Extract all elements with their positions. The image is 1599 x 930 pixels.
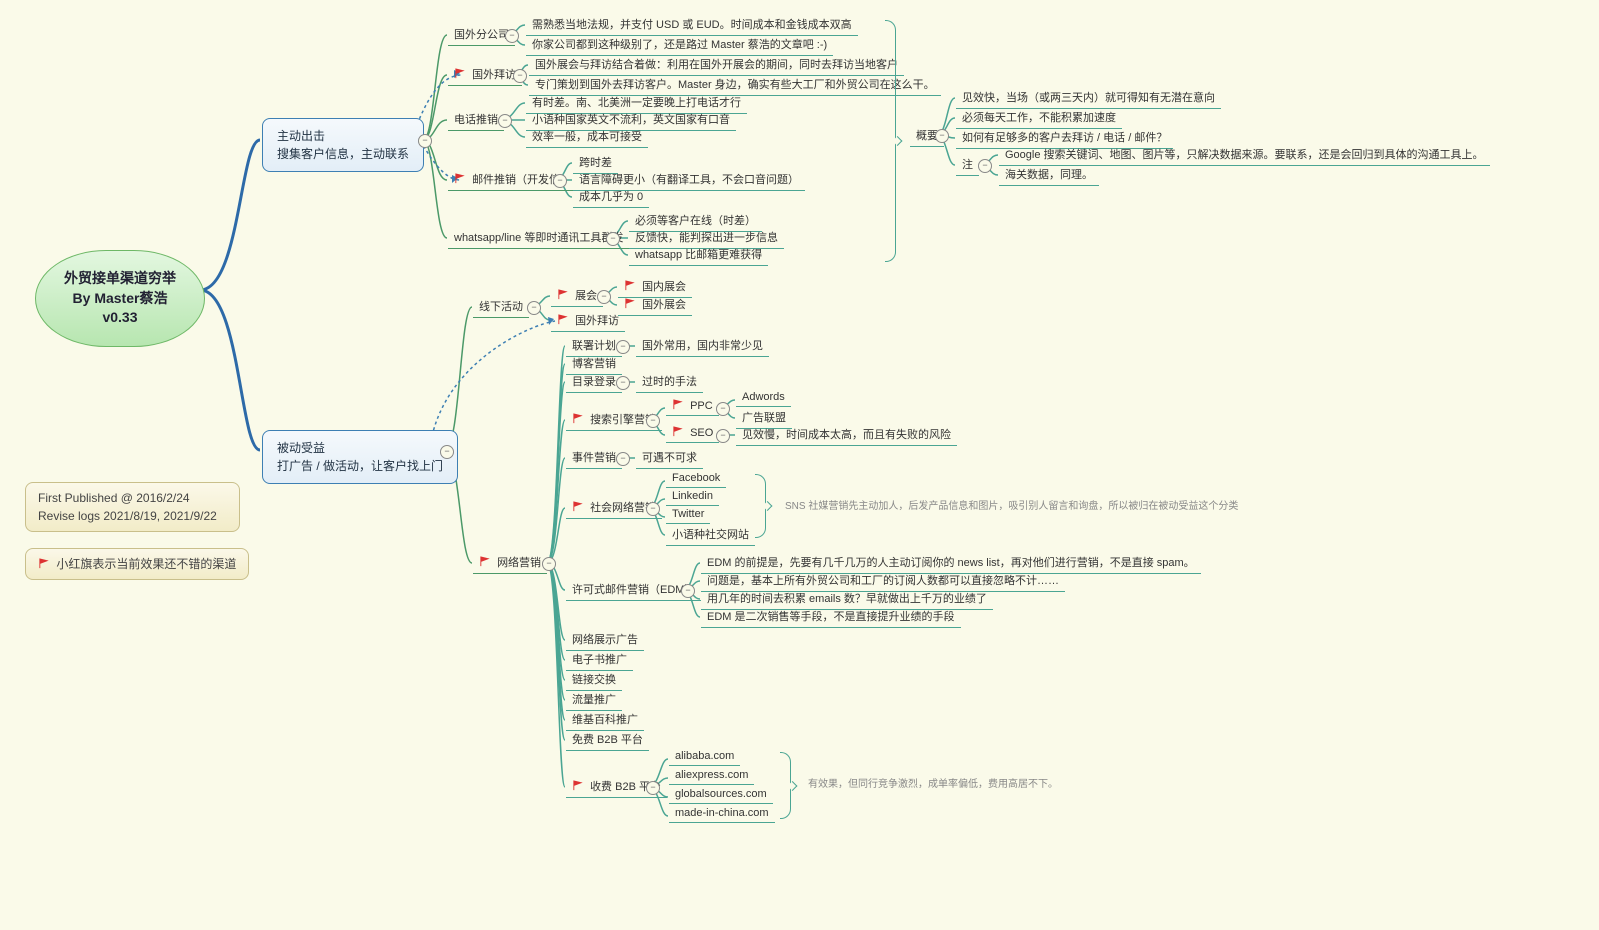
branch-exhib[interactable]: 展会 bbox=[551, 285, 603, 307]
leaf[interactable]: 小语种社交网站 bbox=[666, 524, 755, 546]
flag-icon bbox=[672, 399, 683, 410]
brace-sns bbox=[755, 474, 766, 538]
flag-icon bbox=[572, 780, 583, 791]
note-published: First Published @ 2016/2/24 Revise logs … bbox=[25, 482, 240, 532]
summary-item[interactable]: 见效快，当场（或两三天内）就可得知有无潜在意向 bbox=[956, 87, 1221, 109]
leaf[interactable]: 可遇不可求 bbox=[636, 447, 703, 469]
annotation-sns: SNS 社媒营销先主动加人，后发产品信息和图片，吸引别人留言和询盘，所以被归在被… bbox=[785, 500, 1238, 514]
branch-freeb2b[interactable]: 免费 B2B 平台 bbox=[566, 729, 649, 751]
main-active[interactable]: 主动出击 搜集客户信息，主动联系 bbox=[262, 118, 424, 172]
flag-icon bbox=[672, 426, 683, 437]
branch-display[interactable]: 网络展示广告 bbox=[566, 629, 644, 651]
main-passive-subtitle: 打广告 / 做活动，让客户找上门 bbox=[277, 457, 443, 475]
flag-icon bbox=[572, 501, 583, 512]
root-line3: v0.33 bbox=[60, 308, 180, 328]
leaf[interactable]: 国外展会与拜访结合着做：利用在国外开展会的期间，同时去拜访当地客户 bbox=[529, 54, 904, 76]
leaf[interactable]: 需熟悉当地法规，并支付 USD 或 EUD。时间成本和金钱成本双高 bbox=[526, 14, 858, 36]
branch-ppc[interactable]: PPC bbox=[666, 397, 719, 416]
legend-text: 小红旗表示当前效果还不错的渠道 bbox=[56, 557, 236, 571]
main-passive-title: 被动受益 bbox=[277, 439, 443, 457]
branch-online[interactable]: 网络营销 bbox=[473, 552, 547, 574]
toggle-icon[interactable]: − bbox=[527, 301, 541, 315]
toggle-icon[interactable]: − bbox=[616, 376, 630, 390]
flag-icon bbox=[557, 314, 568, 325]
leaf[interactable]: 见效慢，时间成本太高，而且有失败的风险 bbox=[736, 424, 957, 446]
branch-directory[interactable]: 目录登录 bbox=[566, 371, 622, 393]
leaf[interactable]: 你家公司都到这种级别了，还是路过 Master 蔡浩的文章吧 :-) bbox=[526, 34, 833, 56]
summary-note-label[interactable]: 注 bbox=[956, 154, 979, 176]
leaf[interactable]: Adwords bbox=[736, 389, 791, 407]
flag-icon bbox=[557, 289, 568, 300]
toggle-icon[interactable]: − bbox=[935, 129, 949, 143]
flag-icon bbox=[479, 556, 490, 567]
brace-b2b bbox=[780, 752, 791, 819]
note-legend: 小红旗表示当前效果还不错的渠道 bbox=[25, 548, 249, 580]
branch-overseas-visit[interactable]: 国外拜访 bbox=[448, 64, 522, 86]
toggle-icon[interactable]: − bbox=[542, 557, 556, 571]
branch-linkex[interactable]: 链接交换 bbox=[566, 669, 622, 691]
summary-item[interactable]: 必须每天工作，不能积累加速度 bbox=[956, 107, 1122, 129]
toggle-icon[interactable]: − bbox=[646, 781, 660, 795]
main-active-subtitle: 搜集客户信息，主动联系 bbox=[277, 145, 409, 163]
flag-icon bbox=[454, 173, 465, 184]
toggle-icon[interactable]: − bbox=[646, 414, 660, 428]
mindmap-lines bbox=[0, 0, 1599, 930]
main-active-title: 主动出击 bbox=[277, 127, 409, 145]
toggle-icon[interactable]: − bbox=[418, 134, 432, 148]
annotation-b2b: 有效果，但同行竞争激烈，成单率偏低，费用高居不下。 bbox=[808, 778, 1058, 792]
toggle-icon[interactable]: − bbox=[440, 445, 454, 459]
leaf[interactable]: Linkedin bbox=[666, 488, 719, 506]
branch-event[interactable]: 事件营销 bbox=[566, 447, 622, 469]
leaf[interactable]: 国外展会 bbox=[618, 294, 692, 316]
branch-im[interactable]: whatsapp/line 等即时通讯工具群发 bbox=[448, 227, 629, 249]
note-revise: Revise logs 2021/8/19, 2021/9/22 bbox=[38, 507, 227, 525]
branch-offline[interactable]: 线下活动 bbox=[473, 296, 529, 318]
branch-ebook[interactable]: 电子书推广 bbox=[566, 649, 633, 671]
toggle-icon[interactable]: − bbox=[646, 502, 660, 516]
leaf[interactable]: Twitter bbox=[666, 506, 710, 524]
toggle-icon[interactable]: − bbox=[616, 340, 630, 354]
toggle-icon[interactable]: − bbox=[606, 232, 620, 246]
leaf[interactable]: whatsapp 比邮箱更难获得 bbox=[629, 244, 768, 266]
leaf[interactable]: aliexpress.com bbox=[669, 767, 754, 785]
leaf[interactable]: made-in-china.com bbox=[669, 805, 775, 823]
leaf[interactable]: globalsources.com bbox=[669, 786, 773, 804]
toggle-icon[interactable]: − bbox=[716, 429, 730, 443]
branch-visit[interactable]: 国外拜访 bbox=[551, 310, 625, 332]
branch-wiki[interactable]: 维基百科推广 bbox=[566, 709, 644, 731]
leaf[interactable]: 效率一般，成本可接受 bbox=[526, 126, 648, 148]
flag-icon bbox=[624, 280, 635, 291]
toggle-icon[interactable]: − bbox=[597, 290, 611, 304]
flag-icon bbox=[454, 68, 465, 79]
toggle-icon[interactable]: − bbox=[505, 29, 519, 43]
root-line1: 外贸接单渠道穷举 bbox=[60, 269, 180, 289]
main-passive[interactable]: 被动受益 打广告 / 做活动，让客户找上门 bbox=[262, 430, 458, 484]
toggle-icon[interactable]: − bbox=[513, 69, 527, 83]
toggle-icon[interactable]: − bbox=[681, 584, 695, 598]
flag-icon bbox=[572, 413, 583, 424]
root-line2: By Master蔡浩 bbox=[60, 289, 180, 309]
leaf[interactable]: Facebook bbox=[666, 470, 726, 488]
toggle-icon[interactable]: − bbox=[553, 174, 567, 188]
leaf[interactable]: 成本几乎为 0 bbox=[573, 186, 649, 208]
summary-note[interactable]: Google 搜索关键词、地图、图片等，只解决数据来源。要联系，还是会回归到具体… bbox=[999, 144, 1490, 166]
flag-icon bbox=[624, 298, 635, 309]
toggle-icon[interactable]: − bbox=[978, 159, 992, 173]
note-published-line1: First Published @ 2016/2/24 bbox=[38, 489, 227, 507]
branch-phone[interactable]: 电话推销 bbox=[448, 109, 504, 131]
leaf[interactable]: 过时的手法 bbox=[636, 371, 703, 393]
brace-summary bbox=[885, 20, 896, 262]
branch-seo[interactable]: SEO bbox=[666, 424, 719, 443]
summary-note[interactable]: 海关数据，同理。 bbox=[999, 164, 1099, 186]
leaf[interactable]: EDM 是二次销售等手段，不是直接提升业绩的手段 bbox=[701, 606, 961, 628]
toggle-icon[interactable]: − bbox=[716, 402, 730, 416]
flag-icon bbox=[38, 558, 49, 569]
toggle-icon[interactable]: − bbox=[498, 114, 512, 128]
branch-traffic[interactable]: 流量推广 bbox=[566, 689, 622, 711]
root-node[interactable]: 外贸接单渠道穷举 By Master蔡浩 v0.33 bbox=[35, 250, 205, 347]
toggle-icon[interactable]: − bbox=[616, 452, 630, 466]
leaf[interactable]: 国外常用，国内非常少见 bbox=[636, 335, 769, 357]
leaf[interactable]: alibaba.com bbox=[669, 748, 740, 766]
